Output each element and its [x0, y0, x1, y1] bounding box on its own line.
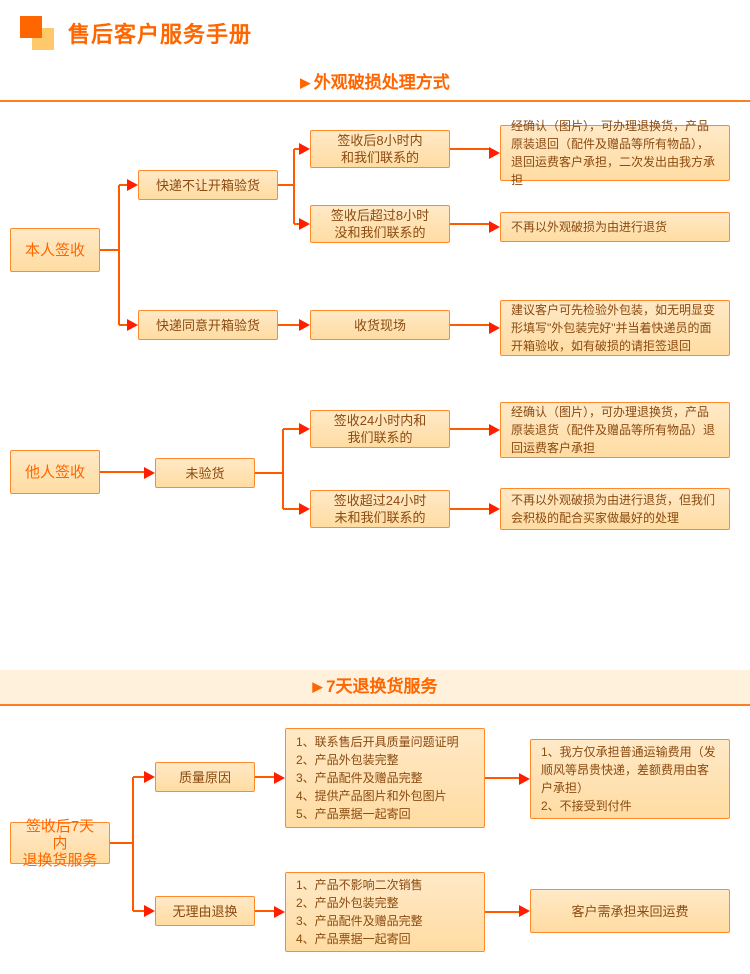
node-r4: 经确认（图片），可办理退换货，产品原装退货（配件及赠品等所有物品）退回运费客户承… — [500, 402, 730, 458]
node-other_sign: 他人签收 — [10, 450, 100, 494]
flowchart-damage: 本人签收 快递不让开箱验货快递同意开箱验货 签收后8小时内和我们联系的签收后超过8小… — [0, 120, 750, 640]
section-title-seven: 7天退换货服务 — [0, 670, 750, 706]
node-quality: 质量原因 — [155, 762, 255, 792]
node-self_sign: 本人签收 — [10, 228, 100, 272]
node-n_box: 1、产品不影响二次销售2、产品外包装完整3、产品配件及赠品完整4、产品票据一起寄… — [285, 872, 485, 952]
node-no_open: 快递不让开箱验货 — [138, 170, 278, 200]
node-uninspected: 未验货 — [155, 458, 255, 488]
node-over24h: 签收超过24小时未和我们联系的 — [310, 490, 450, 528]
page: 售后客户服务手册 外观破损处理方式 本人签收快递不让开箱验货快递同意开箱验货签收… — [0, 0, 750, 974]
node-r3: 建议客户可先检验外包装，如无明显变形填写"外包装完好"并当着快递员的面开箱验收，… — [500, 300, 730, 356]
node-over8h: 签收后超过8小时没和我们联系的 — [310, 205, 450, 243]
section-title-damage: 外观破损处理方式 — [0, 66, 750, 102]
node-open: 快递同意开箱验货 — [138, 310, 278, 340]
node-noreason: 无理由退换 — [155, 896, 255, 926]
node-r2: 不再以外观破损为由进行退货 — [500, 212, 730, 242]
logo-squares-icon — [20, 16, 54, 50]
node-onsite: 收货现场 — [310, 310, 450, 340]
node-q_box: 1、联系售后开具质量问题证明2、产品外包装完整3、产品配件及赠品完整4、提供产品… — [285, 728, 485, 828]
page-title: 售后客户服务手册 — [68, 17, 252, 49]
node-within24h: 签收24小时内和我们联系的 — [310, 410, 450, 448]
flowchart-seven: 签收后7天内退换货服务 质量原因无理由退换 1、联系售后开具质量问题证明2、产品外包… — [0, 724, 750, 974]
node-root: 签收后7天内退换货服务 — [10, 822, 110, 864]
node-r5: 不再以外观破损为由进行退货，但我们会积极的配合买家做最好的处理 — [500, 488, 730, 530]
node-r1: 经确认（图片），可办理退换货，产品原装退回（配件及赠品等所有物品），退回运费客户… — [500, 125, 730, 181]
page-header: 售后客户服务手册 — [0, 0, 750, 62]
node-within8h: 签收后8小时内和我们联系的 — [310, 130, 450, 168]
node-n_right: 客户需承担来回运费 — [530, 889, 730, 933]
node-q_right: 1、我方仅承担普通运输费用（发顺风等昂贵快递，差额费用由客户承担）2、不接受到付… — [530, 739, 730, 819]
